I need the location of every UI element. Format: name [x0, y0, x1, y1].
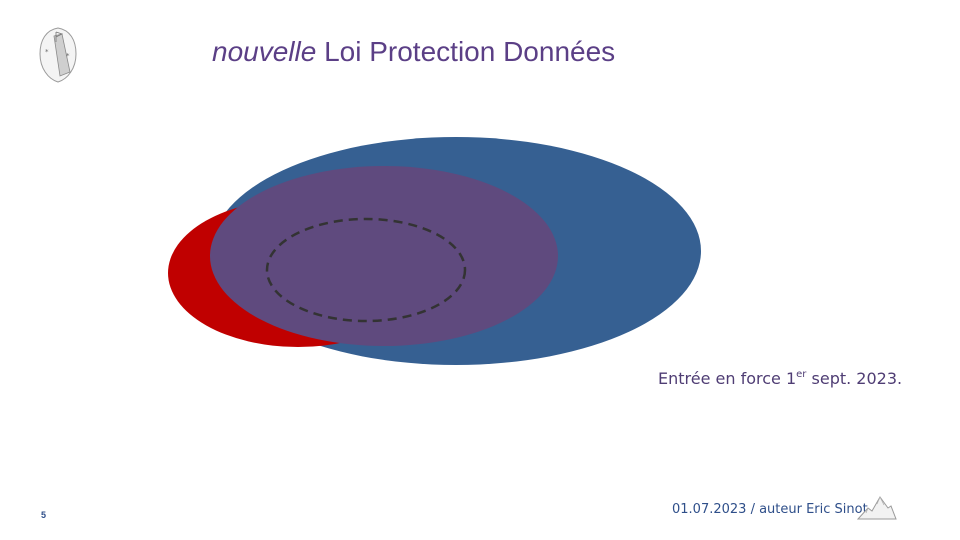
slide-title: nouvelle Loi Protection Données — [212, 36, 615, 68]
purple-ellipse — [210, 166, 558, 346]
note-superscript: er — [796, 369, 807, 380]
note-prefix: Entrée en force 1 — [658, 369, 797, 388]
footer-author-date: 01.07.2023 / auteur Eric Sinot — [672, 502, 868, 517]
entry-into-force-note: Entrée en force 1er sept. 2023. — [658, 369, 902, 388]
note-suffix: sept. 2023. — [806, 369, 903, 388]
mountain-icon — [857, 496, 897, 520]
dashed-ellipse — [265, 217, 467, 323]
page-number: 5 — [41, 510, 47, 520]
crest-logo-icon: * * — [39, 27, 77, 83]
title-emphasis: nouvelle — [212, 36, 317, 67]
title-main: Loi Protection Données — [316, 36, 616, 67]
svg-text:*: * — [66, 52, 70, 60]
svg-text:*: * — [45, 48, 49, 56]
